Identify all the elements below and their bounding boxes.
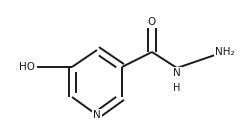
Text: NH₂: NH₂ bbox=[215, 47, 235, 57]
Text: H: H bbox=[173, 83, 181, 93]
Text: N: N bbox=[93, 110, 101, 120]
Text: O: O bbox=[148, 17, 156, 27]
Text: N: N bbox=[173, 68, 181, 78]
Text: HO: HO bbox=[19, 62, 35, 72]
